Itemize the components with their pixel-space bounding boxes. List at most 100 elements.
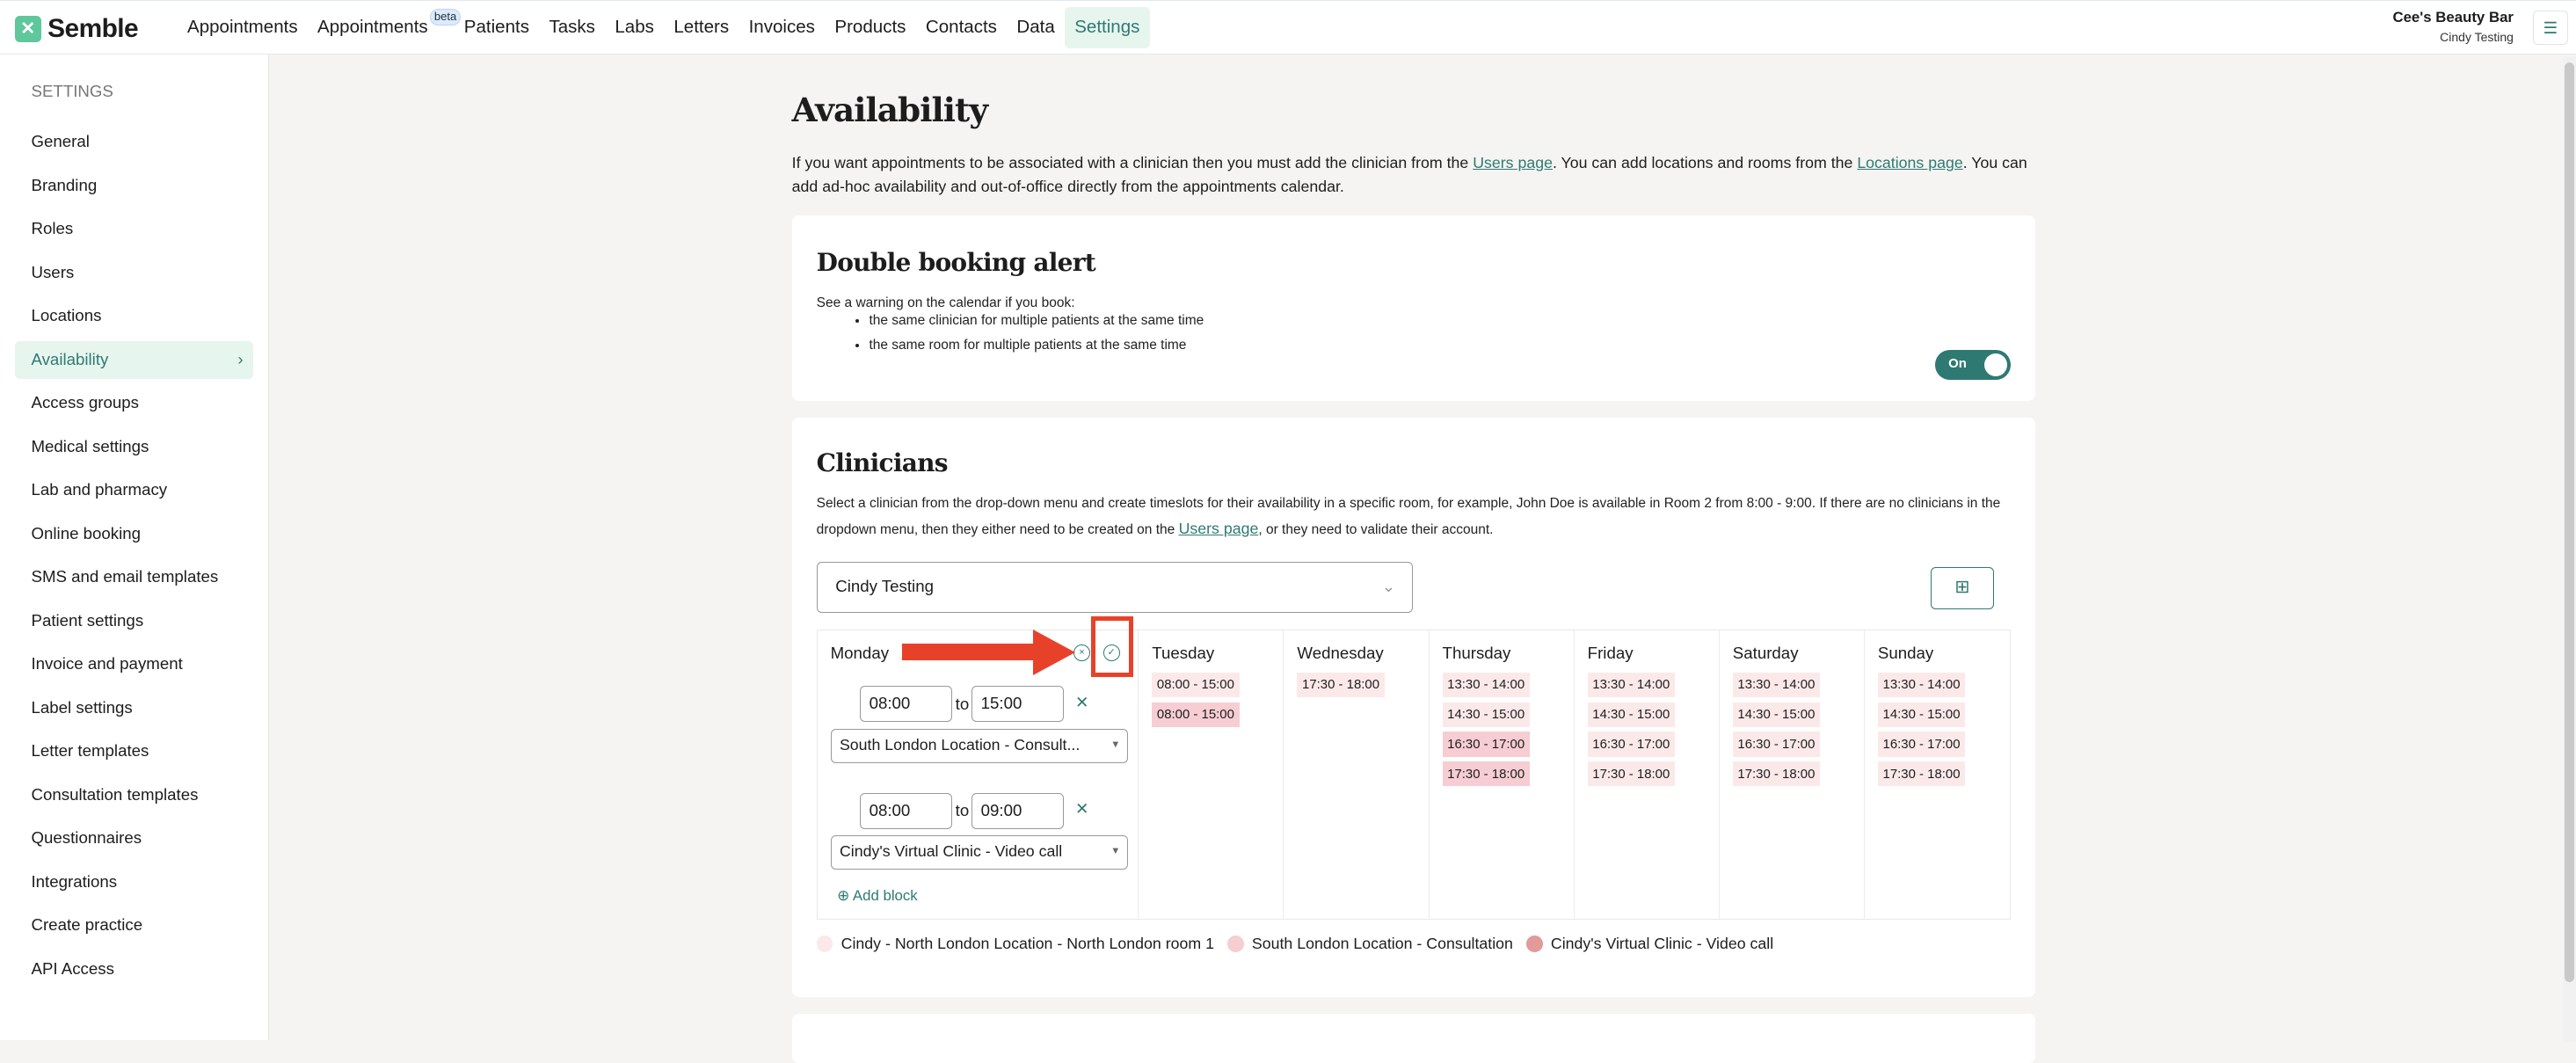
sidebar-heading: SETTINGS [31, 82, 113, 101]
time-slot[interactable]: 13:30 - 14:00 [1442, 672, 1530, 697]
day-column-tuesday: Tuesday 08:00 - 15:00 08:00 - 15:00 [1139, 630, 1284, 920]
nav-item-invoices[interactable]: Invoices [739, 7, 825, 48]
time-slot[interactable]: 13:30 - 14:00 [1587, 672, 1675, 697]
nav-label: Contacts [925, 17, 997, 38]
time-slot[interactable]: 16:30 - 17:00 [1442, 732, 1530, 757]
time-slot[interactable]: 17:30 - 18:00 [1732, 761, 1821, 787]
time-slot[interactable]: 14:30 - 15:00 [1587, 702, 1675, 727]
legend-dot-icon [1525, 936, 1543, 953]
sidebar-item-letter-templates[interactable]: Letter templates [15, 732, 253, 770]
time-slot[interactable]: 08:00 - 15:00 [1152, 702, 1240, 727]
scrollbar[interactable] [2563, 55, 2576, 1042]
day-column-monday: Monday × ✓ 08:00 to 15:00 ✕ South London… [818, 630, 1139, 920]
time-slot[interactable]: 17:30 - 18:00 [1877, 761, 1966, 787]
nav-item-letters[interactable]: Letters [664, 7, 739, 48]
start-time-input[interactable]: 08:00 [860, 792, 952, 829]
sidebar-item-access-groups[interactable]: Access groups [15, 384, 253, 422]
sidebar-item-lab-and-pharmacy[interactable]: Lab and pharmacy [15, 471, 253, 509]
sidebar-item-label: Letter templates [31, 741, 149, 761]
time-slot[interactable]: 14:30 - 15:00 [1732, 702, 1821, 727]
nav-item-labs[interactable]: Labs [605, 7, 664, 48]
start-time-input[interactable]: 08:00 [860, 686, 952, 723]
nav-item-contacts[interactable]: Contacts [916, 7, 1008, 48]
sidebar-item-branding[interactable]: Branding [15, 167, 253, 205]
time-slot[interactable]: 13:30 - 14:00 [1732, 672, 1821, 697]
users-page-link[interactable]: Users page [1473, 153, 1553, 171]
hamburger-icon[interactable]: ☰ [2533, 11, 2568, 46]
double-booking-toggle[interactable]: On [1935, 350, 2012, 380]
sidebar-item-api-access[interactable]: API Access [15, 950, 253, 988]
sidebar-item-questionnaires[interactable]: Questionnaires [15, 819, 253, 857]
time-slot[interactable]: 17:30 - 18:00 [1297, 672, 1385, 697]
sidebar-item-label: Create practice [31, 915, 143, 935]
nav-item-appointments[interactable]: Appointments beta [308, 7, 462, 48]
time-slot[interactable]: 08:00 - 15:00 [1152, 672, 1240, 697]
nav-item-appointments[interactable]: Appointments [178, 7, 308, 48]
page-intro: If you want appointments to be associate… [792, 151, 2036, 199]
time-slot[interactable]: 14:30 - 15:00 [1442, 702, 1530, 727]
add-block-button[interactable]: ⊕ Add block [837, 886, 918, 905]
nav-item-tasks[interactable]: Tasks [539, 7, 605, 48]
sidebar-item-locations[interactable]: Locations [15, 297, 253, 335]
caret-down-icon: ▼ [1110, 846, 1121, 857]
sidebar-item-online-booking[interactable]: Online booking [15, 515, 253, 553]
time-slot[interactable]: 14:30 - 15:00 [1877, 702, 1966, 727]
sidebar-item-availability[interactable]: Availability › [14, 340, 253, 379]
nav-label: Appointments [187, 17, 298, 38]
sidebar-item-general[interactable]: General [15, 123, 253, 161]
nav-item-patients[interactable]: Patients [455, 7, 540, 48]
sidebar-item-invoice-and-payment[interactable]: Invoice and payment [15, 645, 253, 683]
time-slot[interactable]: 16:30 - 17:00 [1877, 732, 1966, 757]
time-slot[interactable]: 17:30 - 18:00 [1587, 761, 1675, 787]
room-select[interactable]: Cindy's Virtual Clinic - Video call ▼ [830, 835, 1128, 870]
sidebar-item-create-practice[interactable]: Create practice [15, 906, 253, 944]
users-page-link[interactable]: Users page [1178, 519, 1259, 537]
remove-block-icon[interactable]: ✕ [1075, 692, 1089, 711]
nav-label: Tasks [549, 17, 595, 38]
page-title: Availability [791, 90, 988, 129]
sidebar-item-label-settings[interactable]: Label settings [15, 689, 253, 727]
sidebar-item-label: SMS and email templates [31, 567, 219, 586]
to-label: to [955, 800, 970, 819]
desc-text: , or they need to validate their account… [1258, 521, 1494, 537]
nav-label: Labs [615, 17, 654, 38]
sidebar-item-label: Label settings [31, 697, 133, 717]
sidebar-item-label: Invoice and payment [31, 654, 183, 673]
remove-block-icon[interactable]: ✕ [1075, 799, 1089, 819]
day-label: Friday [1587, 643, 1634, 662]
end-time-input[interactable]: 15:00 [971, 686, 1064, 723]
account-info[interactable]: Cee's Beauty Bar Cindy Testing [2392, 9, 2514, 44]
sidebar-item-integrations[interactable]: Integrations [15, 863, 253, 901]
semble-logo[interactable]: ✕ Semble [14, 14, 139, 44]
clinicians-card: Clinicians Select a clinician from the d… [791, 417, 2036, 998]
sidebar-item-medical-settings[interactable]: Medical settings [15, 428, 253, 466]
sidebar-item-roles[interactable]: Roles [15, 210, 253, 248]
double-booking-desc: See a warning on the calendar if you boo… [816, 295, 1075, 311]
locations-page-link[interactable]: Locations page [1857, 153, 1963, 171]
nav-item-data[interactable]: Data [1007, 7, 1065, 48]
time-slot[interactable]: 16:30 - 17:00 [1732, 732, 1821, 757]
time-slot[interactable]: 13:30 - 14:00 [1877, 672, 1966, 697]
legend: Cindy - North London Location - North Lo… [816, 935, 1786, 953]
legend-item: Cindy's Virtual Clinic - Video call [1525, 935, 1773, 953]
end-time-input[interactable]: 09:00 [971, 792, 1064, 829]
sidebar-item-label: Users [31, 262, 75, 281]
sidebar-item-users[interactable]: Users [15, 254, 253, 292]
clinician-select[interactable]: Cindy Testing ⌄ [816, 562, 1413, 613]
nav-item-settings[interactable]: Settings [1064, 7, 1150, 49]
intro-text: . You can add locations and rooms from t… [1552, 153, 1858, 171]
nav-item-products[interactable]: Products [825, 7, 916, 48]
time-slot[interactable]: 16:30 - 17:00 [1587, 732, 1675, 757]
grid-view-button[interactable]: ⊞ [1930, 566, 1995, 610]
sidebar-item-label: Branding [31, 175, 98, 194]
sidebar-item-sms-and-email-templates[interactable]: SMS and email templates [15, 558, 253, 596]
chevron-right-icon: › [237, 349, 244, 368]
sidebar-item-patient-settings[interactable]: Patient settings [15, 602, 253, 640]
sidebar-item-label: Medical settings [31, 436, 149, 455]
sidebar-item-consultation-templates[interactable]: Consultation templates [15, 776, 253, 814]
sidebar-item-label: Patient settings [31, 610, 144, 630]
confirm-check-icon[interactable]: ✓ [1102, 644, 1120, 662]
plus-circle-icon: ⊕ [837, 887, 850, 905]
room-select[interactable]: South London Location - Consult... ▼ [830, 728, 1128, 763]
time-slot[interactable]: 17:30 - 18:00 [1442, 761, 1530, 787]
